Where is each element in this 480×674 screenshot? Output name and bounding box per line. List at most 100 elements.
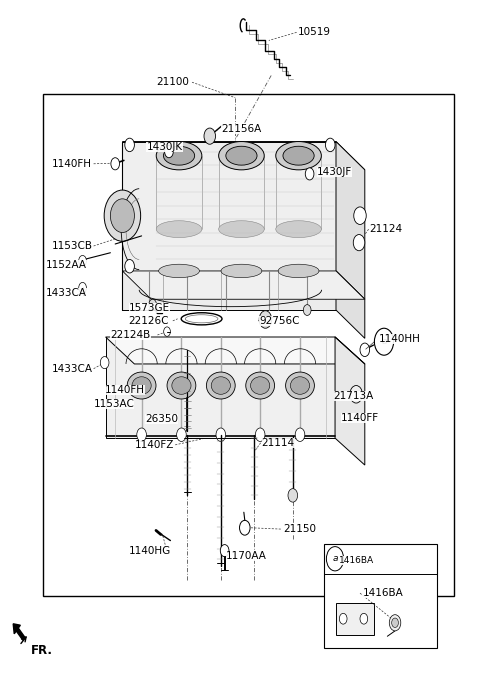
Ellipse shape (218, 142, 264, 170)
Text: 1140HH: 1140HH (379, 334, 421, 344)
Circle shape (350, 386, 362, 403)
Polygon shape (122, 142, 336, 271)
Ellipse shape (167, 372, 196, 399)
Ellipse shape (211, 377, 230, 394)
Circle shape (240, 520, 250, 535)
Circle shape (104, 190, 141, 241)
Text: a: a (332, 554, 338, 563)
Circle shape (110, 199, 134, 233)
Ellipse shape (278, 264, 319, 278)
Text: 1140HG: 1140HG (129, 547, 171, 556)
Circle shape (137, 428, 146, 441)
Text: 26350: 26350 (145, 415, 178, 424)
Polygon shape (335, 337, 365, 465)
Circle shape (360, 343, 370, 357)
Circle shape (216, 428, 226, 441)
Polygon shape (106, 337, 365, 364)
Text: 1140FZ: 1140FZ (134, 440, 174, 450)
Text: 1170AA: 1170AA (226, 551, 266, 561)
Ellipse shape (221, 264, 262, 278)
Ellipse shape (276, 220, 322, 237)
Text: 1430JK: 1430JK (146, 142, 182, 152)
Ellipse shape (290, 377, 310, 394)
Ellipse shape (163, 146, 195, 165)
Circle shape (303, 305, 311, 315)
Circle shape (360, 613, 368, 624)
Polygon shape (336, 142, 365, 299)
Circle shape (177, 428, 186, 441)
Bar (336, 603, 374, 635)
Ellipse shape (286, 372, 314, 399)
Circle shape (259, 311, 272, 328)
Circle shape (204, 128, 216, 144)
Circle shape (79, 255, 86, 266)
Polygon shape (336, 271, 365, 338)
Text: 1430JF: 1430JF (317, 167, 352, 177)
Text: 92756C: 92756C (259, 316, 300, 326)
Circle shape (288, 489, 298, 502)
Polygon shape (122, 142, 365, 170)
Circle shape (326, 547, 344, 571)
Text: 21156A: 21156A (221, 125, 261, 134)
Circle shape (305, 168, 314, 180)
Circle shape (295, 428, 305, 441)
Text: 1140FF: 1140FF (341, 413, 379, 423)
Circle shape (149, 299, 156, 310)
Text: 1140FH: 1140FH (105, 385, 144, 394)
Text: a: a (381, 337, 387, 346)
Bar (43, 94, 454, 596)
Circle shape (79, 282, 86, 293)
Circle shape (339, 613, 347, 624)
Text: 21124: 21124 (370, 224, 403, 234)
Circle shape (255, 428, 265, 441)
Circle shape (164, 327, 170, 336)
Ellipse shape (251, 377, 270, 394)
Circle shape (353, 235, 365, 251)
Text: 21150: 21150 (283, 524, 316, 534)
Text: 21100: 21100 (156, 78, 189, 87)
Circle shape (325, 138, 335, 152)
Circle shape (389, 615, 401, 631)
Polygon shape (106, 337, 335, 438)
Circle shape (220, 545, 229, 557)
Ellipse shape (156, 220, 202, 237)
Ellipse shape (283, 146, 314, 165)
Ellipse shape (127, 372, 156, 399)
Ellipse shape (158, 264, 200, 278)
Text: 1433CA: 1433CA (46, 288, 86, 298)
Ellipse shape (218, 220, 264, 237)
Text: 1433CA: 1433CA (52, 364, 93, 373)
Text: 1153CB: 1153CB (52, 241, 93, 251)
Polygon shape (122, 271, 365, 299)
Text: 1140FH: 1140FH (52, 159, 92, 168)
Text: 1416BA: 1416BA (339, 556, 374, 565)
Text: 21713A: 21713A (334, 391, 374, 400)
Text: 1416BA: 1416BA (362, 588, 403, 598)
Text: FR.: FR. (31, 644, 53, 657)
Ellipse shape (226, 146, 257, 165)
Ellipse shape (156, 142, 202, 170)
Text: 1152AA: 1152AA (46, 260, 86, 270)
Polygon shape (122, 271, 336, 310)
Text: 21114: 21114 (262, 438, 295, 448)
Text: 1153AC: 1153AC (94, 400, 134, 409)
Circle shape (392, 618, 398, 627)
Text: 22124B: 22124B (110, 330, 151, 340)
Text: 1573GE: 1573GE (129, 303, 170, 313)
Bar (324, 544, 437, 648)
Ellipse shape (132, 377, 151, 394)
Circle shape (374, 328, 394, 355)
Ellipse shape (246, 372, 275, 399)
Ellipse shape (172, 377, 191, 394)
Ellipse shape (276, 142, 322, 170)
Circle shape (125, 138, 134, 152)
FancyArrow shape (13, 624, 25, 640)
Circle shape (125, 259, 134, 273)
Circle shape (165, 146, 173, 158)
Circle shape (100, 357, 109, 369)
Circle shape (354, 207, 366, 224)
Text: 10519: 10519 (298, 28, 331, 37)
Circle shape (111, 158, 120, 170)
Text: 22126C: 22126C (129, 316, 169, 326)
Ellipse shape (206, 372, 235, 399)
